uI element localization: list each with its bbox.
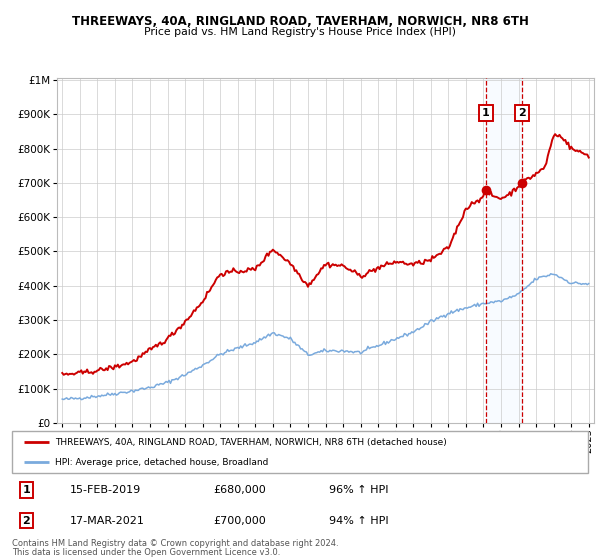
Text: 94% ↑ HPI: 94% ↑ HPI bbox=[329, 516, 388, 526]
Text: THREEWAYS, 40A, RINGLAND ROAD, TAVERHAM, NORWICH, NR8 6TH (detached house): THREEWAYS, 40A, RINGLAND ROAD, TAVERHAM,… bbox=[55, 437, 447, 447]
Text: 96% ↑ HPI: 96% ↑ HPI bbox=[329, 485, 388, 495]
Text: £700,000: £700,000 bbox=[214, 516, 266, 526]
Text: HPI: Average price, detached house, Broadland: HPI: Average price, detached house, Broa… bbox=[55, 458, 269, 467]
Text: 2: 2 bbox=[518, 108, 526, 118]
Text: This data is licensed under the Open Government Licence v3.0.: This data is licensed under the Open Gov… bbox=[12, 548, 280, 557]
Text: £680,000: £680,000 bbox=[214, 485, 266, 495]
Text: 1: 1 bbox=[23, 485, 30, 495]
Text: 15-FEB-2019: 15-FEB-2019 bbox=[70, 485, 141, 495]
Text: 17-MAR-2021: 17-MAR-2021 bbox=[70, 516, 145, 526]
Text: 2: 2 bbox=[23, 516, 30, 526]
Text: 1: 1 bbox=[482, 108, 490, 118]
Bar bbox=[485, 78, 522, 423]
Text: Price paid vs. HM Land Registry's House Price Index (HPI): Price paid vs. HM Land Registry's House … bbox=[144, 27, 456, 37]
Text: Contains HM Land Registry data © Crown copyright and database right 2024.: Contains HM Land Registry data © Crown c… bbox=[12, 539, 338, 548]
Text: THREEWAYS, 40A, RINGLAND ROAD, TAVERHAM, NORWICH, NR8 6TH: THREEWAYS, 40A, RINGLAND ROAD, TAVERHAM,… bbox=[71, 15, 529, 27]
